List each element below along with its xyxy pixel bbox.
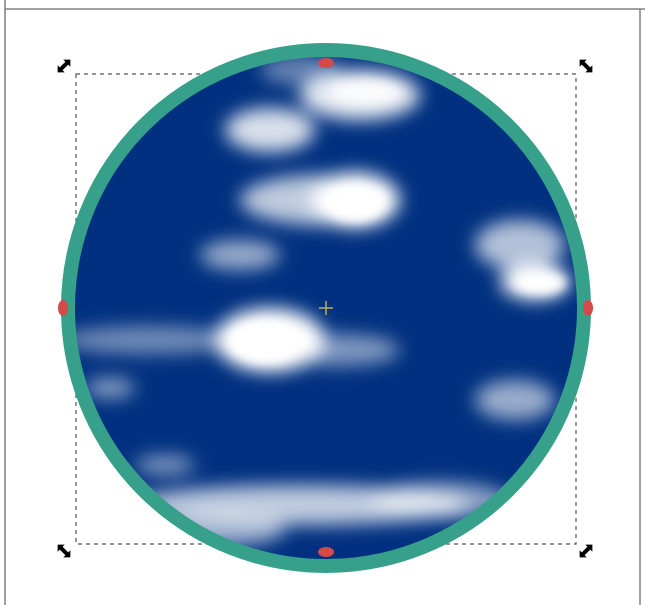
scale-handle-bottom-right[interactable] (576, 541, 596, 561)
cloud-highlights (230, 80, 565, 362)
page-border (4, 0, 645, 605)
node-handle-bottom[interactable] (318, 547, 334, 557)
scale-handle-bottom-left[interactable] (54, 541, 74, 561)
node-handle-top[interactable] (318, 58, 334, 68)
scale-handle-top-right[interactable] (576, 56, 596, 76)
scale-handle-top-left[interactable] (54, 56, 74, 76)
node-handle-right[interactable] (583, 300, 593, 316)
rotation-center-icon[interactable] (319, 301, 333, 315)
node-handle-left[interactable] (58, 300, 68, 316)
